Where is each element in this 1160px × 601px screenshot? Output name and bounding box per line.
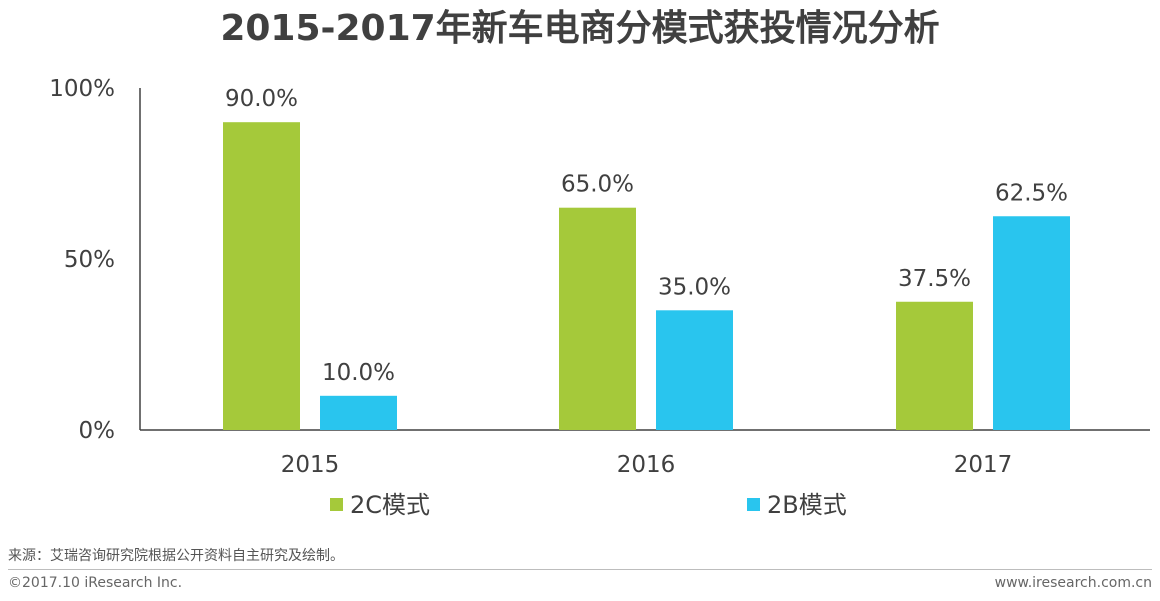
- chart-title: 2015-2017年新车电商分模式获投情况分析: [220, 8, 939, 49]
- bar: [223, 122, 300, 430]
- data-label: 37.5%: [898, 266, 971, 292]
- data-label: 35.0%: [658, 274, 731, 300]
- legend-label: 2B模式: [767, 491, 847, 519]
- legend-label: 2C模式: [350, 491, 430, 519]
- y-tick-label: 100%: [49, 76, 115, 102]
- bar: [559, 207, 636, 430]
- x-tick-label: 2015: [281, 452, 340, 478]
- x-tick-label: 2016: [617, 452, 676, 478]
- chart-bars: [223, 122, 1070, 430]
- y-tick-label: 50%: [64, 247, 115, 273]
- data-label: 10.0%: [322, 360, 395, 386]
- data-label: 65.0%: [561, 172, 634, 198]
- data-label: 90.0%: [225, 86, 298, 112]
- source-note: 来源：艾瑞咨询研究院根据公开资料自主研究及绘制。: [8, 548, 344, 564]
- x-tick-label: 2017: [954, 452, 1013, 478]
- legend-swatch: [330, 498, 343, 511]
- chart-axes: 0% 50% 100% 2015 2016 2017: [49, 76, 1150, 478]
- bar: [896, 301, 973, 430]
- data-label: 62.5%: [995, 180, 1068, 206]
- y-tick-label: 0%: [79, 418, 116, 444]
- legend-swatch: [747, 498, 760, 511]
- chart-legend: 2C模式 2B模式: [330, 491, 847, 519]
- bar: [320, 395, 397, 430]
- copyright-text: ©2017.10 iResearch Inc.: [8, 575, 183, 591]
- website-text: www.iresearch.com.cn: [994, 575, 1152, 591]
- bar: [656, 310, 733, 430]
- chart-data-labels: 90.0% 10.0% 65.0% 35.0% 37.5% 62.5%: [225, 86, 1068, 386]
- footer-divider: [8, 569, 1152, 570]
- bar: [993, 216, 1070, 430]
